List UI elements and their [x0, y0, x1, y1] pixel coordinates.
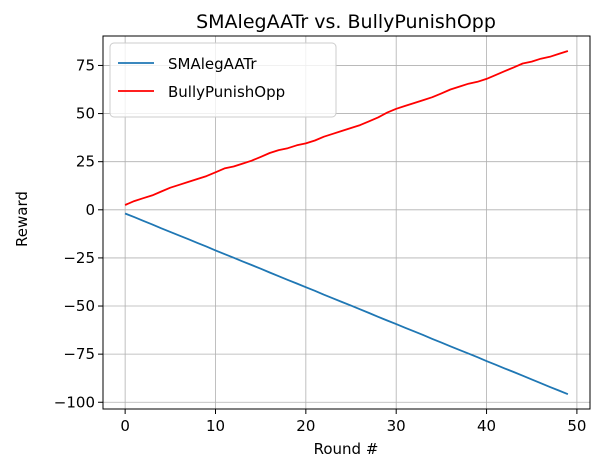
- legend-box: [109, 42, 337, 118]
- y-axis-label: Reward: [13, 191, 31, 247]
- x-tick-label: 10: [206, 417, 225, 435]
- legend: SMAlegAATr BullyPunishOpp: [109, 42, 337, 118]
- x-tick-label: 20: [296, 417, 315, 435]
- series-line-bullypunishopp: [124, 50, 569, 206]
- y-tick-label: −50: [63, 297, 95, 315]
- y-tick-label: −100: [54, 393, 95, 411]
- x-axis-label: Round #: [314, 440, 379, 458]
- y-tick-label: −75: [63, 345, 95, 363]
- y-tick-label: 25: [76, 153, 95, 171]
- legend-label-bullypunishopp: BullyPunishOpp: [168, 83, 285, 101]
- chart-title: SMAlegAATr vs. BullyPunishOpp: [196, 11, 496, 33]
- legend-label-smalegaatr: SMAlegAATr: [168, 55, 257, 73]
- plot-frame: [102, 35, 591, 410]
- y-tick-label: −25: [63, 249, 95, 267]
- x-tick-label: 50: [567, 417, 586, 435]
- y-tick-label: 75: [76, 56, 95, 74]
- y-tick-label: 50: [76, 105, 95, 123]
- x-tick-label: 0: [120, 417, 130, 435]
- x-tick-label: 30: [387, 417, 406, 435]
- x-tick-label: 40: [477, 417, 496, 435]
- y-tick-label: 0: [85, 201, 95, 219]
- series-line-smalegaatr: [124, 212, 569, 396]
